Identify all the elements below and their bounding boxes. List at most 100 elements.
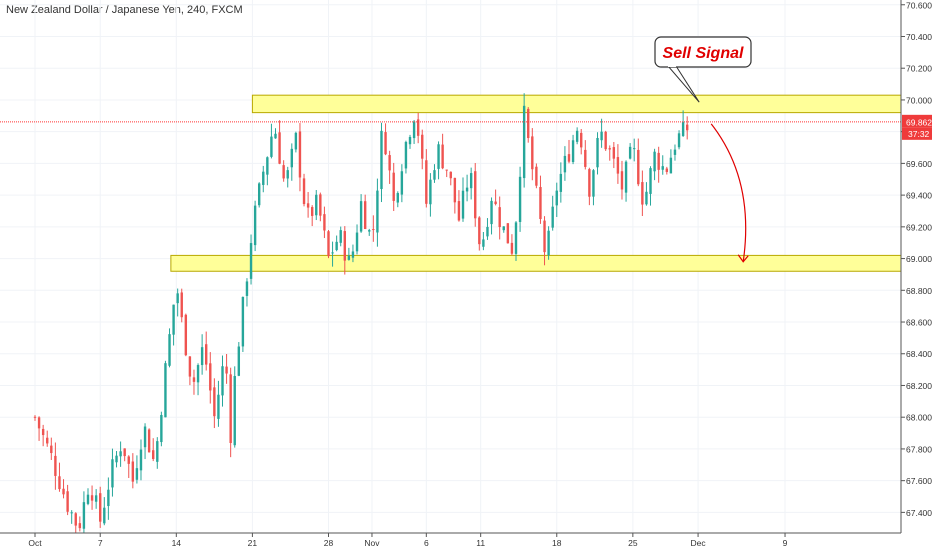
candle-down — [302, 178, 306, 205]
candle-down — [543, 220, 546, 253]
candle-down — [445, 169, 448, 171]
candle-up — [547, 230, 550, 256]
candle-up — [396, 193, 399, 203]
x-tick-label: 25 — [628, 538, 638, 548]
candle-down — [343, 231, 346, 261]
candle-up — [380, 130, 383, 190]
candle-up — [331, 252, 334, 254]
candle-up — [82, 502, 86, 529]
candle-up — [551, 206, 554, 228]
candle-up — [592, 170, 595, 197]
candle-up — [412, 121, 416, 139]
candle-up — [677, 133, 681, 148]
candle-down — [127, 456, 130, 464]
y-tick-label: 68.200 — [906, 381, 932, 391]
y-tick-label: 70.200 — [906, 64, 932, 74]
candle-up — [673, 149, 677, 155]
candle-up — [270, 136, 273, 157]
candle-up — [669, 157, 673, 174]
candle-down — [54, 455, 57, 476]
candle-down — [384, 132, 387, 155]
candle-up — [294, 132, 298, 150]
candle-down — [604, 131, 607, 150]
candle-up — [408, 136, 412, 145]
candle-down — [539, 187, 542, 220]
y-tick-label: 70.000 — [906, 95, 932, 105]
candle-down — [225, 366, 228, 374]
candle-up — [253, 205, 257, 246]
y-tick-label: 68.000 — [906, 413, 932, 423]
candle-up — [233, 375, 236, 446]
candle-up — [241, 296, 245, 347]
candle-down — [123, 448, 126, 457]
candle-down — [188, 356, 192, 377]
candle-up — [176, 293, 179, 304]
candle-down — [580, 132, 583, 148]
candle-down — [616, 157, 620, 174]
candle-down — [90, 495, 94, 501]
candle-down — [510, 242, 514, 254]
candle-down — [74, 513, 77, 526]
x-tick-label: 14 — [172, 538, 182, 548]
candle-down — [584, 149, 587, 167]
candle-down — [608, 148, 611, 150]
candle-up — [315, 194, 318, 216]
chart-title: New Zealand Dollar / Japanese Yen, 240, … — [6, 4, 243, 16]
candle-up — [200, 347, 204, 366]
candle-up — [290, 148, 294, 168]
candle-up — [86, 494, 90, 504]
x-tick-label: 28 — [324, 538, 334, 548]
candle-up — [217, 394, 220, 419]
y-tick-label: 69.600 — [906, 159, 932, 169]
candle-down — [180, 292, 183, 318]
candle-down — [686, 124, 689, 131]
support-zone — [170, 254, 916, 272]
countdown-label: 37:32 — [908, 129, 930, 139]
candle-down — [425, 160, 428, 204]
candle-up — [135, 468, 139, 480]
candle-down — [33, 416, 37, 418]
candle-down — [306, 203, 310, 208]
candle-down — [229, 374, 232, 444]
candle-down — [213, 387, 216, 417]
candle-up — [645, 191, 648, 205]
candle-up — [237, 346, 241, 376]
candle-down — [282, 165, 285, 179]
candle-down — [441, 144, 444, 169]
candle-up — [262, 171, 265, 185]
candle-up — [429, 179, 432, 205]
candle-up — [139, 449, 143, 471]
candle-up — [653, 151, 656, 172]
candle-up — [600, 131, 603, 141]
candle-up — [563, 155, 567, 173]
candle-up — [469, 173, 473, 189]
candle-up — [335, 241, 338, 251]
candle-down — [392, 172, 395, 201]
candle-up — [661, 166, 664, 170]
candle-up — [339, 230, 342, 243]
candle-up — [156, 441, 159, 462]
candle-down — [41, 428, 45, 436]
candle-up — [115, 455, 118, 463]
candle-down — [99, 493, 102, 522]
candle-down — [152, 450, 155, 460]
candle-up — [172, 304, 175, 335]
candle-up — [107, 489, 110, 507]
y-tick-label: 68.400 — [906, 349, 932, 359]
candle-down — [50, 445, 53, 454]
candle-up — [257, 183, 261, 206]
candle-down — [131, 461, 135, 482]
candle-up — [111, 459, 114, 488]
candle-up — [351, 251, 355, 258]
y-tick-label: 67.800 — [906, 444, 932, 454]
candle-down — [641, 182, 644, 205]
candle-down — [319, 194, 322, 216]
countdown-badge — [902, 127, 932, 140]
y-tick-label: 68.800 — [906, 286, 932, 296]
candle-down — [327, 231, 330, 257]
candle-down — [147, 429, 151, 453]
candle-down — [457, 201, 461, 221]
candle-down — [506, 223, 510, 244]
